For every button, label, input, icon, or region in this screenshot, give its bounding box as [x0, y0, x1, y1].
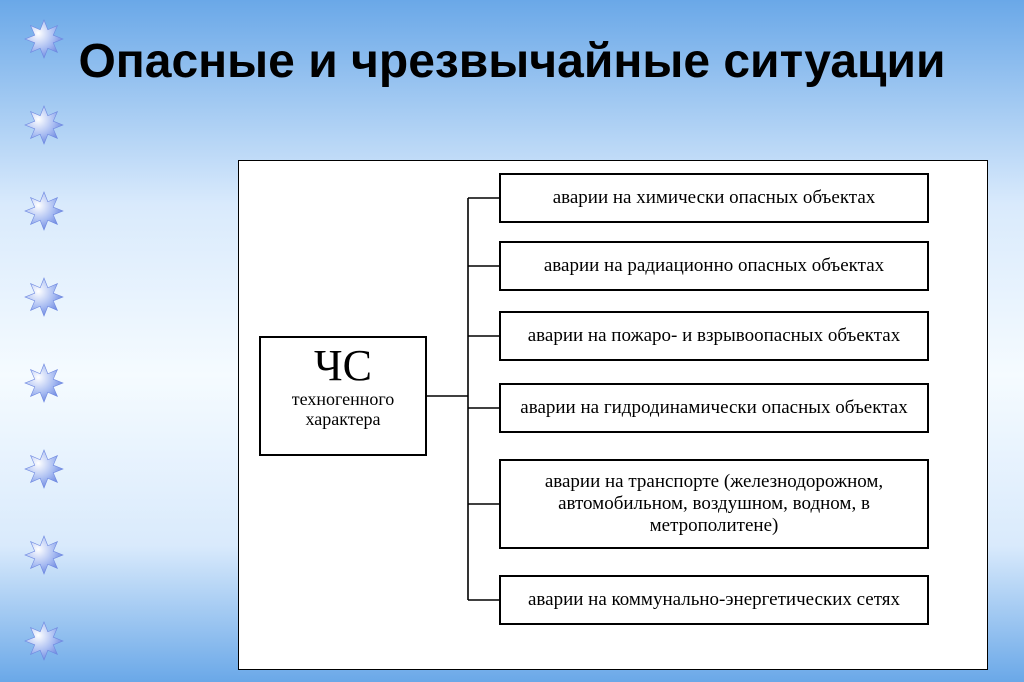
source-main-label: ЧС	[261, 344, 425, 388]
item-label: аварии на химически опасных объектах	[553, 187, 876, 209]
diagram-canvas: ЧС техногенного характера аварии на хими…	[238, 160, 988, 670]
item-label: аварии на транспорте (железнодорожном, а…	[509, 471, 919, 537]
star-icon	[23, 190, 65, 232]
bullet-column	[14, 0, 74, 682]
item-label: аварии на гидродинамически опасных объек…	[520, 397, 907, 419]
star-icon	[23, 620, 65, 662]
source-sub-label: техногенного характера	[261, 390, 425, 430]
star-icon	[23, 104, 65, 146]
slide: Опасные и чрезвычайные ситуации ЧС техно…	[0, 0, 1024, 682]
item-label: аварии на пожаро- и взрывоопасных объект…	[528, 325, 900, 347]
source-box: ЧС техногенного характера	[259, 336, 427, 456]
item-box: аварии на химически опасных объектах	[499, 173, 929, 223]
star-icon	[23, 448, 65, 490]
item-label: аварии на радиационно опасных объектах	[544, 255, 884, 277]
star-icon	[23, 362, 65, 404]
item-label: аварии на коммунально-энергетических сет…	[528, 589, 900, 611]
item-box: аварии на гидродинамически опасных объек…	[499, 383, 929, 433]
item-box: аварии на коммунально-энергетических сет…	[499, 575, 929, 625]
star-icon	[23, 534, 65, 576]
item-box: аварии на радиационно опасных объектах	[499, 241, 929, 291]
star-icon	[23, 276, 65, 318]
page-title: Опасные и чрезвычайные ситуации	[0, 36, 1024, 89]
item-box: аварии на транспорте (железнодорожном, а…	[499, 459, 929, 549]
item-box: аварии на пожаро- и взрывоопасных объект…	[499, 311, 929, 361]
